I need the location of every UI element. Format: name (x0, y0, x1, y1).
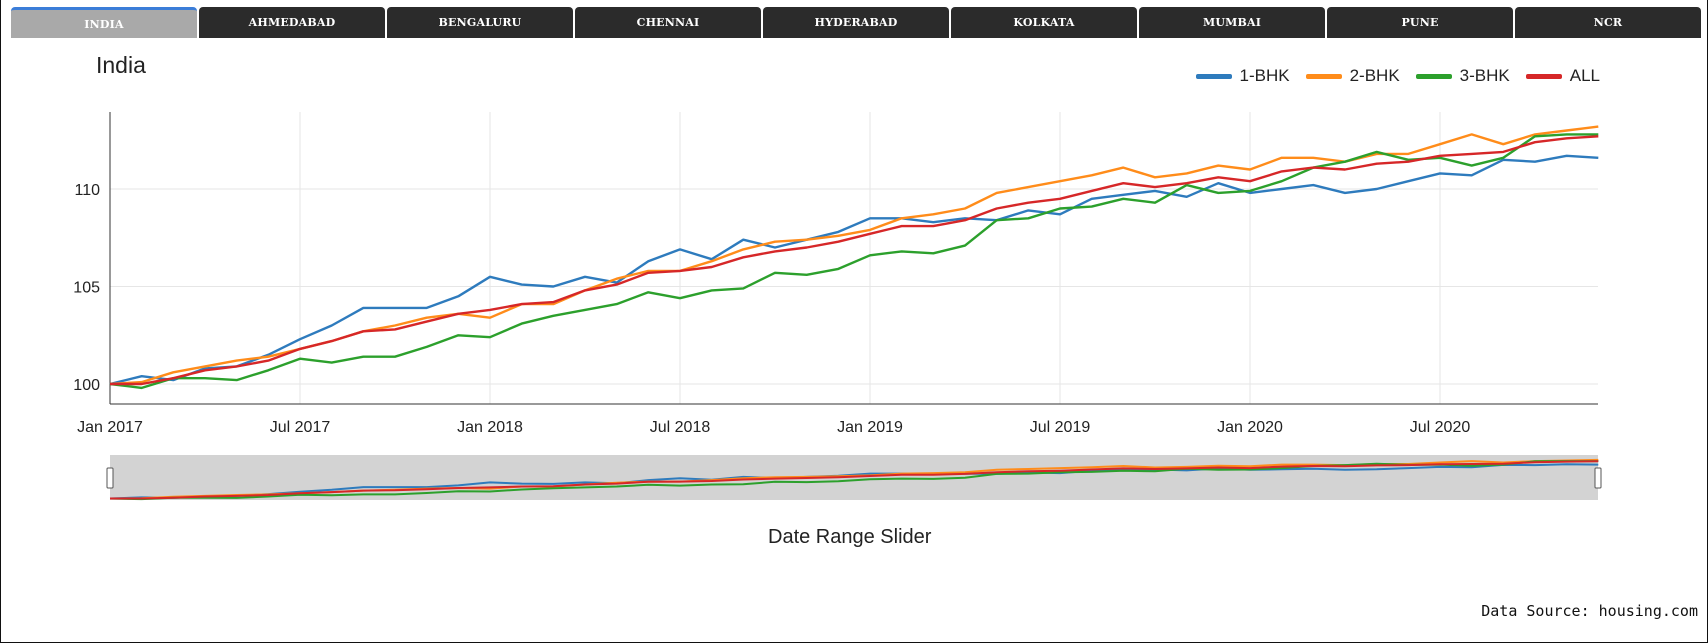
x-tick-label: Jul 2018 (650, 419, 711, 436)
x-tick-label: Jan 2018 (457, 419, 523, 436)
series-line-all (110, 135, 1599, 386)
date-range-slider[interactable] (106, 455, 1602, 501)
x-tick-label: Jan 2019 (837, 419, 903, 436)
slider-handle-left[interactable] (106, 467, 114, 489)
tab-chennai[interactable]: CHENNAI (575, 7, 761, 38)
legend-item[interactable]: 3-BHK (1415, 66, 1510, 86)
slider-mini-line-all (110, 460, 1599, 500)
tab-bengaluru[interactable]: BENGALURU (387, 7, 573, 38)
legend-item[interactable]: ALL (1525, 66, 1600, 86)
region-tabs: INDIA AHMEDABAD BENGALURU CHENNAI HYDERABAD K… (11, 7, 1701, 38)
x-tick-label: Jul 2020 (1410, 419, 1471, 436)
y-tick-label: 110 (74, 182, 100, 199)
chart-axes (109, 112, 1598, 405)
legend-swatch (1305, 73, 1342, 79)
grid-lines (109, 112, 1598, 404)
slider-label: Date Range Slider (768, 526, 932, 548)
tab-ncr[interactable]: NCR (1515, 7, 1701, 38)
legend-label: ALL (1569, 66, 1600, 85)
tab-pune[interactable]: PUNE (1327, 7, 1513, 38)
tab-hyderabad[interactable]: HYDERABAD (763, 7, 949, 38)
series-line-1-bhk (109, 154, 1599, 386)
chart-legend: 1-BHK 2-BHK 3-BHK ALL (1195, 66, 1600, 86)
slider-mini-line-1-bhk (109, 463, 1599, 500)
tick-labels: Jan 2017 Jul 2017 Jan 2018 Jul 2018 Jan 2019… (73, 182, 1470, 436)
y-tick-label: 100 (73, 377, 100, 394)
tab-india[interactable]: INDIA (11, 7, 197, 38)
slider-mini-line-3-bhk (109, 460, 1599, 501)
series-lines (109, 125, 1599, 390)
x-tick-label: Jul 2019 (1030, 419, 1091, 436)
tab-kolkata[interactable]: KOLKATA (951, 7, 1137, 38)
x-tick-label: Jan 2020 (1217, 419, 1283, 436)
slider-handle-right[interactable] (1594, 467, 1602, 489)
tab-mumbai[interactable]: MUMBAI (1139, 7, 1325, 38)
x-tick-label: Jul 2017 (270, 419, 331, 436)
chart-title: India (96, 52, 146, 78)
legend-label: 2-BHK (1349, 66, 1400, 85)
legend-label: 1-BHK (1239, 66, 1290, 85)
tab-ahmedabad[interactable]: AHMEDABAD (199, 7, 385, 38)
legend-item[interactable]: 2-BHK (1305, 66, 1400, 86)
legend-swatch (1415, 73, 1452, 79)
legend-swatch (1195, 73, 1232, 79)
legend-swatch (1525, 73, 1562, 79)
legend-item[interactable]: 1-BHK (1195, 66, 1290, 86)
series-line-3-bhk (109, 133, 1599, 390)
legend-label: 3-BHK (1459, 66, 1510, 85)
data-source-text: Data Source: housing.com (1481, 602, 1698, 620)
x-tick-label: Jan 2017 (77, 419, 143, 436)
y-tick-label: 105 (73, 280, 100, 297)
